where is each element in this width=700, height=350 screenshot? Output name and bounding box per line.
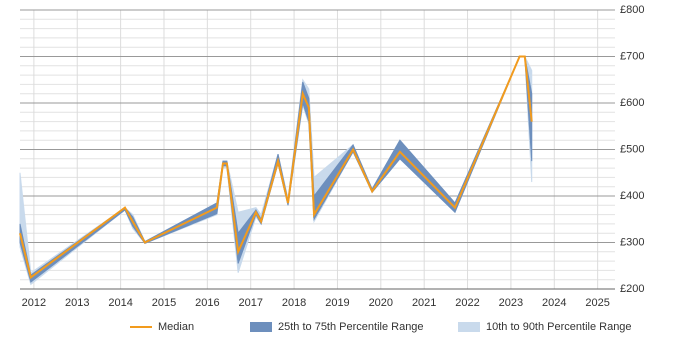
- x-tick-label: 2025: [585, 297, 609, 309]
- y-tick-label: £500: [620, 143, 644, 155]
- x-tick-label: 2012: [22, 297, 46, 309]
- x-tick-label: 2016: [195, 297, 219, 309]
- x-tick-label: 2024: [542, 297, 566, 309]
- x-tick-label: 2018: [282, 297, 306, 309]
- y-tick-label: £300: [620, 236, 644, 248]
- legend-label: 25th to 75th Percentile Range: [278, 321, 424, 333]
- y-tick-label: £400: [620, 190, 644, 202]
- x-tick-label: 2014: [108, 297, 132, 309]
- legend-label: Median: [158, 321, 194, 333]
- x-tick-label: 2020: [369, 297, 393, 309]
- y-tick-label: £700: [620, 50, 644, 62]
- y-tick-label: £200: [620, 283, 644, 295]
- x-tick-label: 2022: [455, 297, 479, 309]
- x-tick-label: 2013: [65, 297, 89, 309]
- legend-swatch: [458, 322, 480, 332]
- x-tick-label: 2019: [325, 297, 349, 309]
- x-tick-label: 2017: [238, 297, 262, 309]
- x-tick-label: 2015: [152, 297, 176, 309]
- x-tick-label: 2023: [499, 297, 523, 309]
- median-line: [19, 55, 533, 280]
- x-tick-label: 2021: [412, 297, 436, 309]
- y-tick-label: £800: [620, 4, 644, 16]
- y-tick-label: £600: [620, 97, 644, 109]
- legend-swatch: [250, 322, 272, 332]
- legend-label: 10th to 90th Percentile Range: [486, 321, 632, 333]
